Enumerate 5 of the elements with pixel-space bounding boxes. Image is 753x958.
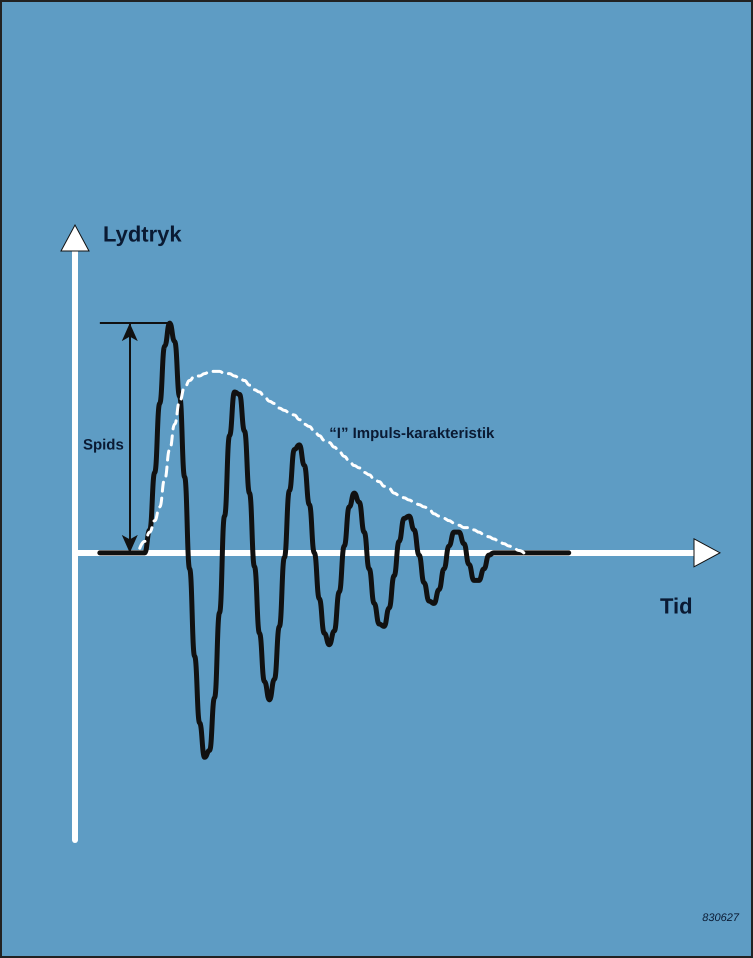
annotation: “I” Impuls-karakteristik	[329, 424, 496, 442]
y-axis-title: Lydtryk	[103, 222, 182, 246]
annotation: Spids	[82, 436, 124, 454]
text: 830627	[702, 912, 740, 924]
x-axis-title: Tid	[660, 593, 693, 618]
